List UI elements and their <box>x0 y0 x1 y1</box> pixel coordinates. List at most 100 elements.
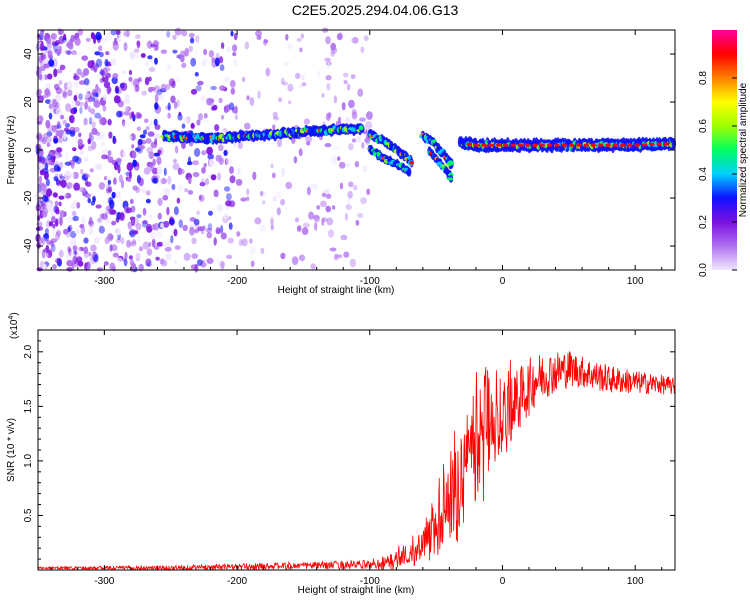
noise-speckle <box>156 165 162 175</box>
noise-speckle <box>157 178 163 186</box>
noise-speckle <box>110 58 117 66</box>
noise-speckle <box>235 178 243 186</box>
noise-speckle <box>60 114 65 120</box>
noise-speckle <box>208 50 215 58</box>
noise-speckle <box>178 219 183 229</box>
noise-speckle <box>210 85 217 91</box>
noise-speckle <box>132 78 140 88</box>
noise-speckle <box>155 174 160 180</box>
noise-speckle <box>111 220 117 226</box>
noise-speckle <box>343 72 349 78</box>
noise-speckle <box>146 262 152 267</box>
noise-speckle <box>219 260 225 269</box>
signal-peak <box>554 143 560 147</box>
noise-speckle <box>132 151 137 159</box>
spectrogram-ytick-label: -40 <box>23 238 34 253</box>
noise-speckle <box>157 149 162 155</box>
noise-speckle <box>173 158 177 164</box>
noise-speckle <box>190 123 196 130</box>
noise-speckle <box>78 80 86 85</box>
noise-speckle <box>70 34 75 43</box>
noise-speckle <box>107 118 112 126</box>
noise-speckle <box>69 114 75 124</box>
noise-speckle <box>95 58 103 68</box>
noise-speckle <box>222 127 228 133</box>
noise-speckle <box>177 183 185 192</box>
noise-speckle <box>295 72 301 79</box>
noise-speckle <box>360 46 365 54</box>
noise-speckle <box>281 167 286 177</box>
noise-speckle <box>223 186 231 192</box>
noise-speckle <box>116 29 121 35</box>
noise-speckle <box>59 217 63 226</box>
noise-speckle <box>148 241 152 248</box>
noise-speckle <box>44 88 50 96</box>
noise-speckle <box>135 252 143 259</box>
noise-speckle <box>136 40 141 49</box>
noise-speckle <box>109 262 116 271</box>
noise-speckle <box>203 163 207 168</box>
noise-speckle <box>262 200 266 205</box>
noise-speckle <box>172 34 177 40</box>
noise-speckle <box>63 127 69 132</box>
noise-speckle <box>117 164 121 174</box>
noise-speckle <box>66 184 70 190</box>
noise-speckle <box>330 42 337 51</box>
noise-speckle <box>236 167 241 175</box>
noise-speckle <box>174 27 182 36</box>
snr-series-line <box>37 351 676 571</box>
noise-speckle <box>71 100 77 108</box>
signal-peak <box>576 143 582 147</box>
noise-speckle <box>168 219 175 225</box>
colorbar-tick-label: 0.6 <box>698 119 709 133</box>
noise-speckle <box>58 80 63 86</box>
noise-speckle <box>56 166 61 172</box>
noise-speckle <box>128 76 133 82</box>
signal-peak <box>473 143 480 147</box>
noise-speckle <box>88 216 93 226</box>
noise-speckle <box>223 150 228 156</box>
noise-speckle <box>181 29 188 37</box>
noise-speckle <box>105 218 111 224</box>
noise-speckle <box>321 93 325 98</box>
noise-speckle <box>63 228 69 235</box>
noise-speckle <box>143 129 147 135</box>
noise-speckle <box>61 46 66 55</box>
noise-speckle <box>221 261 225 271</box>
noise-speckle <box>56 124 62 129</box>
noise-speckle <box>91 92 96 97</box>
noise-speckle <box>236 231 241 237</box>
noise-speckle <box>73 126 80 133</box>
noise-speckle <box>208 210 213 216</box>
noise-speckle <box>83 156 89 163</box>
noise-speckle <box>176 99 180 108</box>
noise-speckle <box>52 223 56 229</box>
noise-speckle <box>196 210 200 216</box>
noise-speckle <box>246 95 250 101</box>
noise-speckle <box>351 111 358 120</box>
noise-speckle <box>95 136 102 141</box>
noise-speckle <box>100 142 106 147</box>
noise-speckle <box>164 246 172 252</box>
noise-speckle <box>88 115 95 123</box>
signal-core <box>446 177 454 181</box>
noise-speckle <box>59 175 65 180</box>
noise-speckle <box>75 52 82 58</box>
noise-speckle <box>70 237 77 247</box>
noise-speckle <box>329 247 337 252</box>
noise-speckle <box>317 70 320 77</box>
noise-speckle <box>153 245 160 250</box>
noise-speckle <box>93 237 100 244</box>
noise-speckle <box>38 182 46 187</box>
spectrogram-xtick-label: -200 <box>227 276 247 287</box>
noise-speckle <box>362 165 368 173</box>
noise-speckle <box>352 184 358 191</box>
signal-core <box>407 155 411 160</box>
noise-speckle <box>352 36 359 44</box>
colorbar-tick-label: 0.4 <box>698 167 709 181</box>
snr-ytick-label: 2.0 <box>23 344 34 358</box>
noise-speckle <box>55 87 63 95</box>
noise-speckle <box>63 131 67 140</box>
noise-speckle <box>285 181 293 190</box>
noise-speckle <box>46 190 53 195</box>
